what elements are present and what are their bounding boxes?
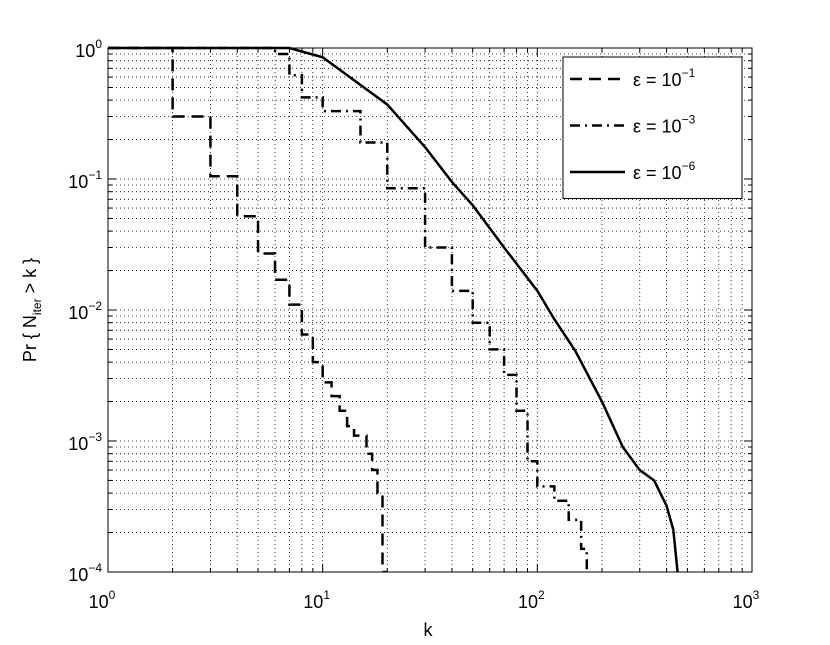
- series-line: [108, 46, 388, 572]
- tick-label-exponent: 0: [95, 37, 102, 51]
- x-axis-label: k: [424, 620, 434, 640]
- tick-label-exponent: −4: [88, 561, 102, 575]
- y-label-part: Pr { N: [20, 315, 40, 362]
- legend-label-exponent: −1: [682, 66, 696, 80]
- tick-label: 101: [303, 588, 330, 612]
- legend-label: ε = 10−3: [633, 113, 696, 137]
- tick-label-base: 10: [68, 565, 88, 585]
- tick-label-exponent: 3: [753, 588, 760, 602]
- tick-label: 100: [89, 588, 116, 612]
- y-label-part: > k }: [20, 258, 40, 299]
- tick-label: 10−1: [68, 168, 102, 192]
- legend-label-base: ε = 10: [633, 163, 682, 183]
- tick-label: 10−3: [68, 430, 102, 454]
- tick-label: 100: [75, 37, 102, 61]
- legend-label: ε = 10−1: [633, 66, 696, 90]
- tick-label: 10−2: [68, 299, 102, 323]
- tick-label-base: 10: [89, 592, 109, 612]
- y-axis-label: Pr { Niter > k }: [20, 258, 44, 362]
- tick-label-exponent: 1: [323, 588, 330, 602]
- tick-label-exponent: −3: [88, 430, 102, 444]
- tick-label-base: 10: [303, 592, 323, 612]
- legend-label-base: ε = 10: [633, 70, 682, 90]
- y-label-subscript: iter: [30, 298, 44, 315]
- legend-box: [562, 56, 743, 199]
- series-line: [108, 46, 589, 572]
- legend-label-exponent: −6: [682, 159, 696, 173]
- tick-label-base: 10: [68, 172, 88, 192]
- tick-label-base: 10: [518, 592, 538, 612]
- tick-label-exponent: −2: [88, 299, 102, 313]
- tick-label: 102: [518, 588, 545, 612]
- tick-label: 103: [733, 588, 760, 612]
- legend-label-base: ε = 10: [633, 117, 682, 137]
- tick-label-base: 10: [733, 592, 753, 612]
- tick-label-base: 10: [75, 41, 95, 61]
- legend-label: ε = 10−6: [633, 159, 696, 183]
- tick-label-exponent: −1: [88, 168, 102, 182]
- series-line: [108, 46, 679, 572]
- tick-label-base: 10: [68, 303, 88, 323]
- tick-label-base: 10: [68, 434, 88, 454]
- tick-label-exponent: 0: [109, 588, 116, 602]
- tick-label-exponent: 2: [538, 588, 545, 602]
- legend-label-exponent: −3: [682, 113, 696, 127]
- plot-frame: [107, 47, 753, 573]
- tick-label: 10−4: [68, 561, 102, 585]
